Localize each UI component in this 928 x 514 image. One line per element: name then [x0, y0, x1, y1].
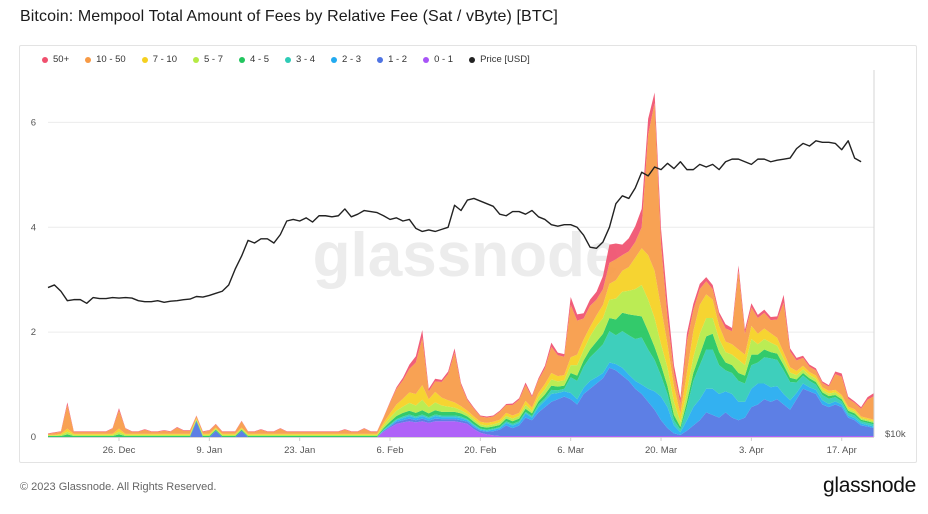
- legend-item[interactable]: 10 - 50: [85, 54, 126, 65]
- y-tick-label: 0: [31, 432, 36, 443]
- legend-label: 2 - 3: [342, 54, 362, 65]
- legend-item[interactable]: Price [USD]: [469, 54, 530, 65]
- legend-label: 3 - 4: [296, 54, 316, 65]
- legend-item[interactable]: 5 - 7: [193, 54, 223, 65]
- x-tick-label: 26. Dec: [103, 445, 136, 456]
- legend-dot-icon: [239, 56, 246, 63]
- legend-label: Price [USD]: [480, 54, 530, 65]
- legend-dot-icon: [377, 56, 384, 63]
- legend-label: 50+: [53, 54, 70, 65]
- legend-label: 0 - 1: [434, 54, 454, 65]
- legend-dot-icon: [285, 56, 292, 63]
- x-tick-label: 6. Feb: [377, 445, 404, 456]
- y-tick-label: 6: [31, 117, 36, 128]
- legend-label: 4 - 5: [250, 54, 270, 65]
- x-tick-label: 3. Apr: [739, 445, 764, 456]
- legend-item[interactable]: 0 - 1: [423, 54, 453, 65]
- area-series-0-1[interactable]: [48, 421, 874, 437]
- price-line[interactable]: [47, 140, 862, 305]
- x-tick-label: 20. Feb: [464, 445, 496, 456]
- y2-tick-label: $10k: [885, 429, 906, 440]
- legend-dot-icon: [331, 56, 338, 63]
- legend-item[interactable]: 3 - 4: [285, 54, 315, 65]
- glassnode-logo: glassnode: [822, 474, 916, 497]
- legend-label: 10 - 50: [96, 54, 126, 65]
- x-tick-label: 17. Apr: [827, 445, 857, 456]
- legend-label: 1 - 2: [388, 54, 408, 65]
- area-series-2-3[interactable]: [48, 362, 874, 437]
- page-title: Bitcoin: Mempool Total Amount of Fees by…: [20, 8, 558, 25]
- legend-dot-icon: [85, 56, 92, 63]
- legend-item[interactable]: 4 - 5: [239, 54, 269, 65]
- x-tick-label: 20. Mar: [645, 445, 677, 456]
- watermark: glassnode: [313, 221, 620, 290]
- x-tick-label: 9. Jan: [196, 445, 222, 456]
- legend-item[interactable]: 7 - 10: [141, 54, 177, 65]
- legend-dot-icon: [141, 56, 148, 63]
- legend-item[interactable]: 2 - 3: [331, 54, 361, 65]
- legend-dot-icon: [423, 56, 430, 63]
- y-tick-label: 2: [31, 327, 36, 338]
- legend-item[interactable]: 50+: [42, 54, 69, 65]
- y-tick-label: 4: [31, 222, 36, 233]
- legend-dot-icon: [469, 56, 476, 63]
- legend-label: 7 - 10: [152, 54, 177, 65]
- chart-legend: 50+ 10 - 50 7 - 10 5 - 7 4 - 5 3 - 4 2 - 3 1 - …: [42, 54, 546, 65]
- area-series-1-2[interactable]: [48, 367, 874, 437]
- area-series-3-4[interactable]: [48, 331, 874, 437]
- x-tick-label: 23. Jan: [284, 445, 315, 456]
- x-tick-label: 6. Mar: [557, 445, 584, 456]
- legend-label: 5 - 7: [204, 54, 224, 65]
- copyright-footer: © 2023 Glassnode. All Rights Reserved.: [20, 481, 217, 493]
- legend-dot-icon: [193, 56, 199, 63]
- legend-dot-icon: [42, 56, 48, 63]
- legend-item[interactable]: 1 - 2: [377, 54, 407, 65]
